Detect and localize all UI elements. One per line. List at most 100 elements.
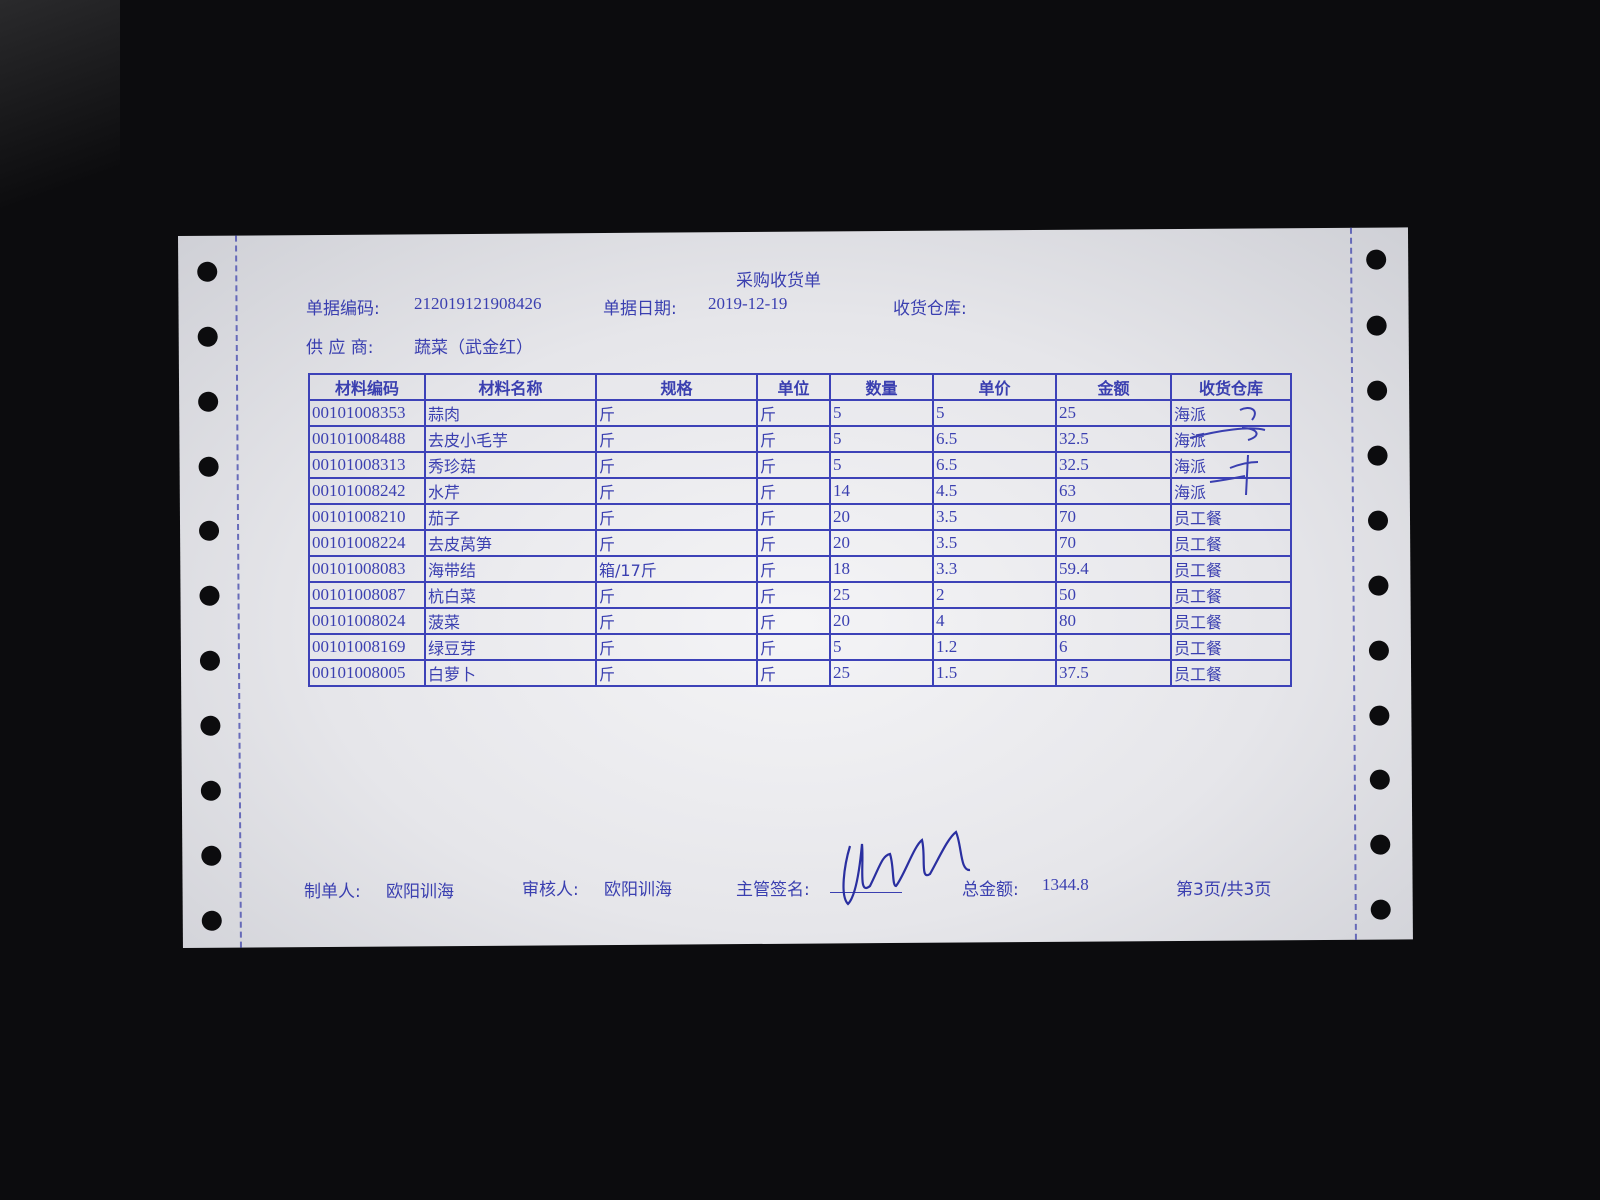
table-cell: 2 [932, 581, 1057, 609]
table-cell: 斤 [595, 607, 758, 635]
column-header: 材料名称 [424, 373, 597, 401]
table-cell: 绿豆芽 [424, 633, 597, 661]
table-cell: 25 [1055, 399, 1172, 427]
table-cell: 箱/17斤 [595, 555, 758, 583]
table-cell: 6.5 [932, 451, 1057, 479]
warehouse-label: 收货仓库: [893, 299, 967, 319]
total-label: 总金额: [962, 880, 1019, 900]
table-cell: 5 [829, 399, 934, 427]
table-cell: 海派 [1170, 451, 1292, 479]
table-cell: 白萝卜 [424, 659, 597, 687]
table-cell: 斤 [756, 555, 831, 583]
reviewer: 欧阳训海 [604, 880, 672, 900]
table-cell: 员工餐 [1170, 659, 1292, 687]
column-header: 规格 [595, 373, 758, 401]
table-cell: 海派 [1170, 399, 1292, 427]
table-cell: 斤 [595, 503, 758, 531]
table-cell: 去皮小毛芋 [424, 425, 597, 453]
table-cell: 斤 [756, 633, 831, 661]
table-cell: 00101008024 [308, 607, 426, 635]
table-cell: 蒜肉 [424, 399, 597, 427]
right-perforation [1349, 227, 1357, 940]
table-row: 00101008005 白萝卜斤斤 25 1.5 37.5 员工餐 [308, 659, 1292, 687]
table-cell: 斤 [756, 425, 831, 453]
column-header: 单位 [756, 373, 831, 401]
reviewer-label: 审核人: [522, 880, 579, 900]
table-row: 00101008313 秀珍菇斤斤 5 6.5 32.5 海派 [308, 451, 1292, 479]
table-cell: 斤 [756, 529, 831, 557]
table-cell: 32.5 [1055, 425, 1172, 453]
table-header: 材料编码 材料名称 规格 单位 数量 单价 金额 收货仓库 [308, 373, 1292, 401]
table-cell: 5 [829, 633, 934, 661]
table-row: 00101008488 去皮小毛芋斤斤 5 6.5 32.5 海派 [308, 425, 1292, 453]
table-cell: 00101008083 [308, 555, 426, 583]
signature-line [830, 892, 902, 893]
table-cell: 00101008169 [308, 633, 426, 661]
table-cell: 18 [829, 555, 934, 583]
maker-label: 制单人: [304, 882, 361, 902]
table-cell: 斤 [756, 659, 831, 687]
table-row: 00101008242 水芹斤斤 14 4.5 63 海派 [308, 477, 1292, 505]
background-fold [0, 0, 120, 260]
table-cell: 00101008242 [308, 477, 426, 505]
table-cell: 5 [932, 399, 1057, 427]
table-cell: 杭白菜 [424, 581, 597, 609]
table-cell: 斤 [595, 633, 758, 661]
doc-no-label: 单据编码: [306, 299, 380, 319]
table-cell: 斤 [595, 529, 758, 557]
table-cell: 00101008313 [308, 451, 426, 479]
column-header: 数量 [829, 373, 934, 401]
table-cell: 菠菜 [424, 607, 597, 635]
table-cell: 5 [829, 425, 934, 453]
document-title: 采购收货单 [736, 271, 821, 291]
table-cell: 50 [1055, 581, 1172, 609]
table-row: 00101008083 海带结 箱/17斤斤 18 3.3 59.4 员工餐 [308, 555, 1292, 583]
table-cell: 00101008087 [308, 581, 426, 609]
table-cell: 20 [829, 607, 934, 635]
table-row: 00101008210 茄子斤斤 20 3.5 70 员工餐 [308, 503, 1292, 531]
table-cell: 6.5 [932, 425, 1057, 453]
table-cell: 5 [829, 451, 934, 479]
table-cell: 斤 [756, 477, 831, 505]
supplier-label: 供 应 商: [306, 338, 374, 358]
table-cell: 员工餐 [1170, 503, 1292, 531]
table-cell: 斤 [756, 451, 831, 479]
table-cell: 80 [1055, 607, 1172, 635]
table-cell: 员工餐 [1170, 607, 1292, 635]
table-cell: 斤 [595, 399, 758, 427]
table-cell: 员工餐 [1170, 555, 1292, 583]
table-cell: 斤 [595, 451, 758, 479]
left-perforation [234, 235, 242, 948]
table-cell: 00101008353 [308, 399, 426, 427]
table-cell: 4.5 [932, 477, 1057, 505]
table-cell: 63 [1055, 477, 1172, 505]
table-cell: 斤 [595, 659, 758, 687]
table-cell: 6 [1055, 633, 1172, 661]
column-header: 收货仓库 [1170, 373, 1292, 401]
table-cell: 1.2 [932, 633, 1057, 661]
total-amount: 1344.8 [1042, 875, 1089, 894]
table-cell: 斤 [756, 581, 831, 609]
doc-no: 212019121908426 [414, 294, 542, 313]
handwritten-marks [1189, 407, 1266, 496]
table-row: 00101008024 菠菜斤斤 20 4 80 员工餐 [308, 607, 1292, 635]
left-tractor-holes [178, 227, 1408, 931]
table-cell: 水芹 [424, 477, 597, 505]
table-cell: 70 [1055, 503, 1172, 531]
table-cell: 3.5 [932, 503, 1057, 531]
table-cell: 斤 [756, 503, 831, 531]
table-cell: 00101008210 [308, 503, 426, 531]
receipt-table: 材料编码 材料名称 规格 单位 数量 单价 金额 收货仓库 00101008353 蒜肉斤斤 5 5… [308, 373, 1292, 687]
table-row: 00101008087 杭白菜斤斤 25 2 50 员工餐 [308, 581, 1292, 609]
table-cell: 70 [1055, 529, 1172, 557]
table-cell: 20 [829, 529, 934, 557]
table-cell: 32.5 [1055, 451, 1172, 479]
table-cell: 59.4 [1055, 555, 1172, 583]
column-header: 材料编码 [308, 373, 426, 401]
table-cell: 员工餐 [1170, 581, 1292, 609]
doc-date: 2019-12-19 [708, 294, 788, 313]
table-cell: 海带结 [424, 555, 597, 583]
table-cell: 00101008005 [308, 659, 426, 687]
table-row: 00101008169 绿豆芽斤斤 5 1.2 6 员工餐 [308, 633, 1292, 661]
table-cell: 00101008488 [308, 425, 426, 453]
